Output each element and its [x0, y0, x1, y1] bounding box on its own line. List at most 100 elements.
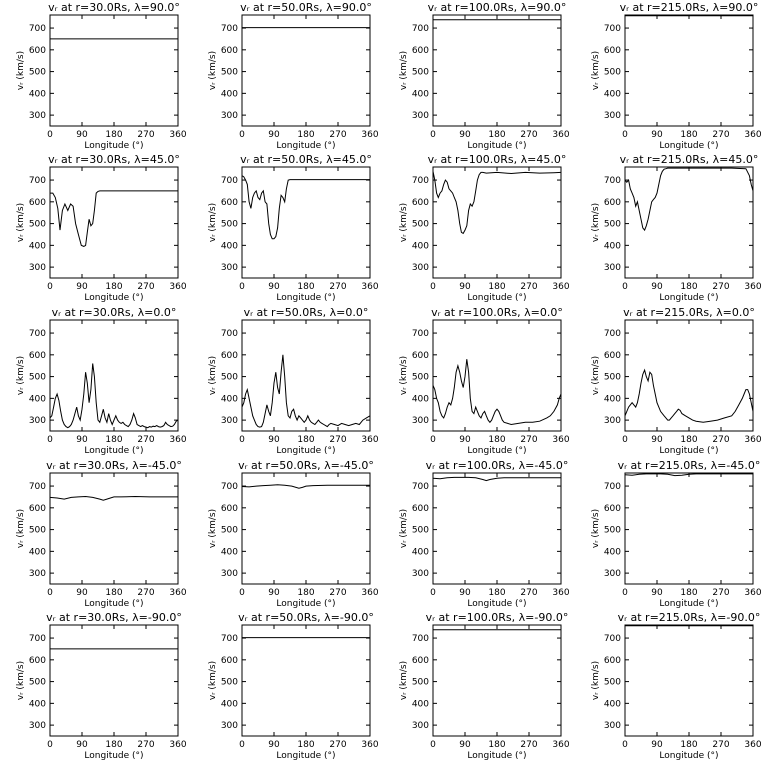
y-tick-label: 500 — [221, 68, 238, 78]
x-tick-label: 270 — [137, 435, 154, 445]
y-tick-label: 600 — [412, 504, 429, 514]
x-tick-label: 0 — [47, 282, 53, 292]
plot-frame — [49, 472, 179, 585]
subplot-13: vᵣ at r=30.0Rs, λ=-45.0° 0 90 180 270 360 300 4… — [16, 459, 187, 609]
y-tick-label: 300 — [29, 416, 46, 426]
data-line — [242, 175, 370, 240]
y-tick-label: 500 — [604, 678, 621, 688]
y-axis-label: vᵣ (km/s) — [16, 356, 26, 395]
y-tick-label: 300 — [221, 569, 238, 579]
subplot-title: vᵣ at r=100.0Rs, λ=-45.0° — [426, 459, 569, 472]
y-tick-label: 500 — [604, 526, 621, 536]
x-tick-label: 90 — [76, 282, 88, 292]
plot-frame — [432, 319, 562, 432]
data-line — [242, 484, 370, 489]
y-tick-label: 600 — [604, 656, 621, 666]
subplot-title: vᵣ at r=50.0Rs, λ=-45.0° — [238, 459, 374, 472]
y-tick-label: 600 — [29, 46, 46, 56]
x-tick-label: 0 — [47, 740, 53, 750]
x-axis-label: Longitude (°) — [467, 599, 526, 609]
y-tick-label: 300 — [604, 416, 621, 426]
y-tick-label: 600 — [412, 656, 429, 666]
subplot-20: vᵣ at r=215.0Rs, λ=-90.0° 0 90 180 270 360 300… — [591, 611, 762, 761]
y-tick-label: 700 — [221, 176, 238, 186]
x-tick-label: 180 — [105, 740, 122, 750]
y-tick-label: 500 — [221, 373, 238, 383]
subplot-2: vᵣ at r=50.0Rs, λ=90.0° 0 90 180 270 360 300 40… — [208, 1, 379, 151]
x-axis-label: Longitude (°) — [467, 751, 526, 761]
y-tick-label: 700 — [221, 24, 238, 34]
y-tick-label: 700 — [29, 24, 46, 34]
x-tick-label: 360 — [552, 740, 569, 750]
subplot-title: vᵣ at r=100.0Rs, λ=90.0° — [428, 1, 567, 14]
x-tick-label: 360 — [744, 588, 761, 598]
y-tick-label: 700 — [412, 24, 429, 34]
plot-frame — [49, 166, 179, 279]
y-tick-label: 400 — [29, 699, 46, 709]
x-tick-label: 180 — [488, 588, 505, 598]
y-tick-label: 500 — [29, 678, 46, 688]
y-tick-label: 400 — [604, 394, 621, 404]
x-tick-label: 0 — [239, 435, 245, 445]
x-tick-label: 0 — [622, 282, 628, 292]
y-tick-label: 400 — [412, 699, 429, 709]
y-tick-label: 700 — [29, 329, 46, 339]
y-axis-label: vᵣ (km/s) — [399, 356, 409, 395]
plot-frame — [624, 472, 754, 585]
x-tick-label: 180 — [297, 740, 314, 750]
x-tick-label: 180 — [105, 588, 122, 598]
subplot-title: vᵣ at r=50.0Rs, λ=45.0° — [240, 153, 372, 166]
subplot-title: vᵣ at r=50.0Rs, λ=0.0° — [244, 306, 369, 319]
y-tick-label: 300 — [221, 721, 238, 731]
x-tick-label: 0 — [239, 588, 245, 598]
x-tick-label: 360 — [169, 130, 186, 140]
x-tick-label: 270 — [712, 282, 729, 292]
y-tick-label: 400 — [221, 699, 238, 709]
subplot-title: vᵣ at r=50.0Rs, λ=90.0° — [240, 1, 372, 14]
x-tick-label: 90 — [459, 740, 471, 750]
x-tick-label: 0 — [239, 130, 245, 140]
x-axis-label: Longitude (°) — [84, 141, 143, 151]
x-tick-label: 90 — [76, 435, 88, 445]
x-tick-label: 270 — [520, 588, 537, 598]
subplot-4: vᵣ at r=215.0Rs, λ=90.0° 0 90 180 270 360 300 4… — [591, 1, 762, 151]
subplot-title: vᵣ at r=215.0Rs, λ=-90.0° — [618, 611, 761, 624]
y-tick-label: 400 — [604, 699, 621, 709]
y-tick-label: 700 — [604, 329, 621, 339]
x-tick-label: 90 — [651, 435, 663, 445]
x-tick-label: 0 — [430, 740, 436, 750]
x-tick-label: 180 — [105, 435, 122, 445]
subplot-title: vᵣ at r=30.0Rs, λ=90.0° — [48, 1, 180, 14]
y-axis-label: vᵣ (km/s) — [399, 509, 409, 548]
y-tick-label: 600 — [604, 198, 621, 208]
plot-frame — [432, 624, 562, 737]
x-tick-label: 90 — [459, 588, 471, 598]
y-axis-label: vᵣ (km/s) — [208, 661, 218, 700]
y-tick-label: 500 — [412, 68, 429, 78]
y-tick-label: 600 — [412, 198, 429, 208]
subplot-title: vᵣ at r=100.0Rs, λ=0.0° — [431, 306, 563, 319]
y-tick-label: 600 — [221, 656, 238, 666]
x-tick-label: 0 — [239, 740, 245, 750]
x-tick-label: 180 — [488, 435, 505, 445]
y-tick-label: 600 — [604, 351, 621, 361]
x-tick-label: 90 — [76, 740, 88, 750]
y-tick-label: 500 — [604, 220, 621, 230]
y-axis-label: vᵣ (km/s) — [591, 51, 601, 90]
y-axis-label: vᵣ (km/s) — [16, 203, 26, 242]
x-tick-label: 90 — [651, 282, 663, 292]
x-axis-label: Longitude (°) — [276, 751, 335, 761]
y-tick-label: 300 — [29, 111, 46, 121]
subplot-14: vᵣ at r=50.0Rs, λ=-45.0° 0 90 180 270 360 300 4… — [208, 459, 379, 609]
y-axis-label: vᵣ (km/s) — [399, 203, 409, 242]
y-tick-label: 300 — [412, 263, 429, 273]
x-tick-label: 90 — [459, 130, 471, 140]
x-axis-label: Longitude (°) — [84, 293, 143, 303]
x-tick-label: 180 — [680, 130, 697, 140]
y-tick-label: 700 — [412, 482, 429, 492]
y-tick-label: 500 — [221, 526, 238, 536]
x-axis-label: Longitude (°) — [84, 446, 143, 456]
x-tick-label: 0 — [622, 130, 628, 140]
x-tick-label: 360 — [552, 130, 569, 140]
